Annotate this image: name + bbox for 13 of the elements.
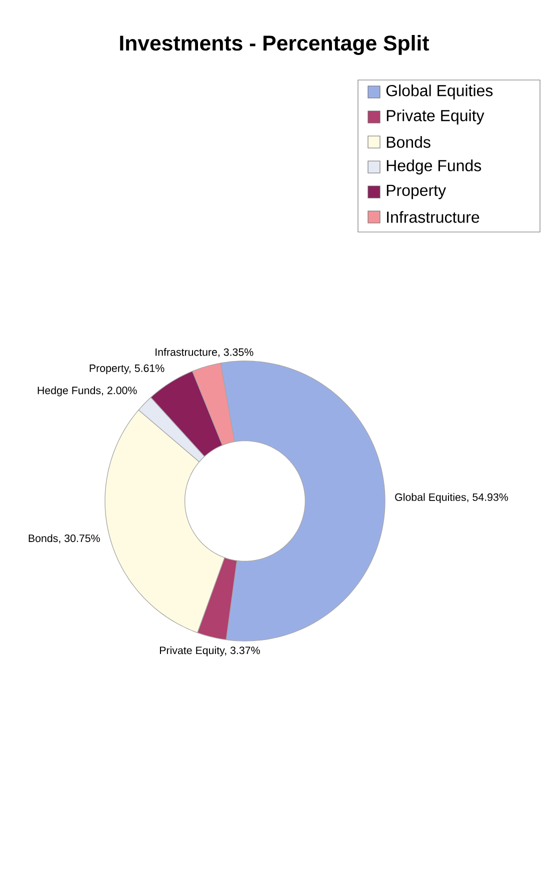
data-label: Bonds, 30.75% bbox=[28, 534, 100, 544]
legend-label: Bonds bbox=[386, 136, 430, 148]
data-label: Private Equity, 3.37% bbox=[160, 646, 260, 656]
data-label: Hedge Funds, 2.00% bbox=[38, 386, 137, 396]
legend-label: Global Equities bbox=[386, 84, 493, 100]
data-label: Infrastructure, 3.35% bbox=[156, 348, 254, 358]
legend-label: Infrastructure bbox=[387, 211, 480, 223]
data-label: Property, 5.61% bbox=[90, 364, 164, 374]
legend-label: Hedge Funds bbox=[386, 160, 482, 174]
legend-label: Private Equity bbox=[386, 110, 484, 124]
data-label: Global Equities, 54.93% bbox=[395, 493, 508, 504]
legend-label: Property bbox=[386, 184, 446, 200]
chart-title: Investments - Percentage Split bbox=[120, 35, 430, 55]
